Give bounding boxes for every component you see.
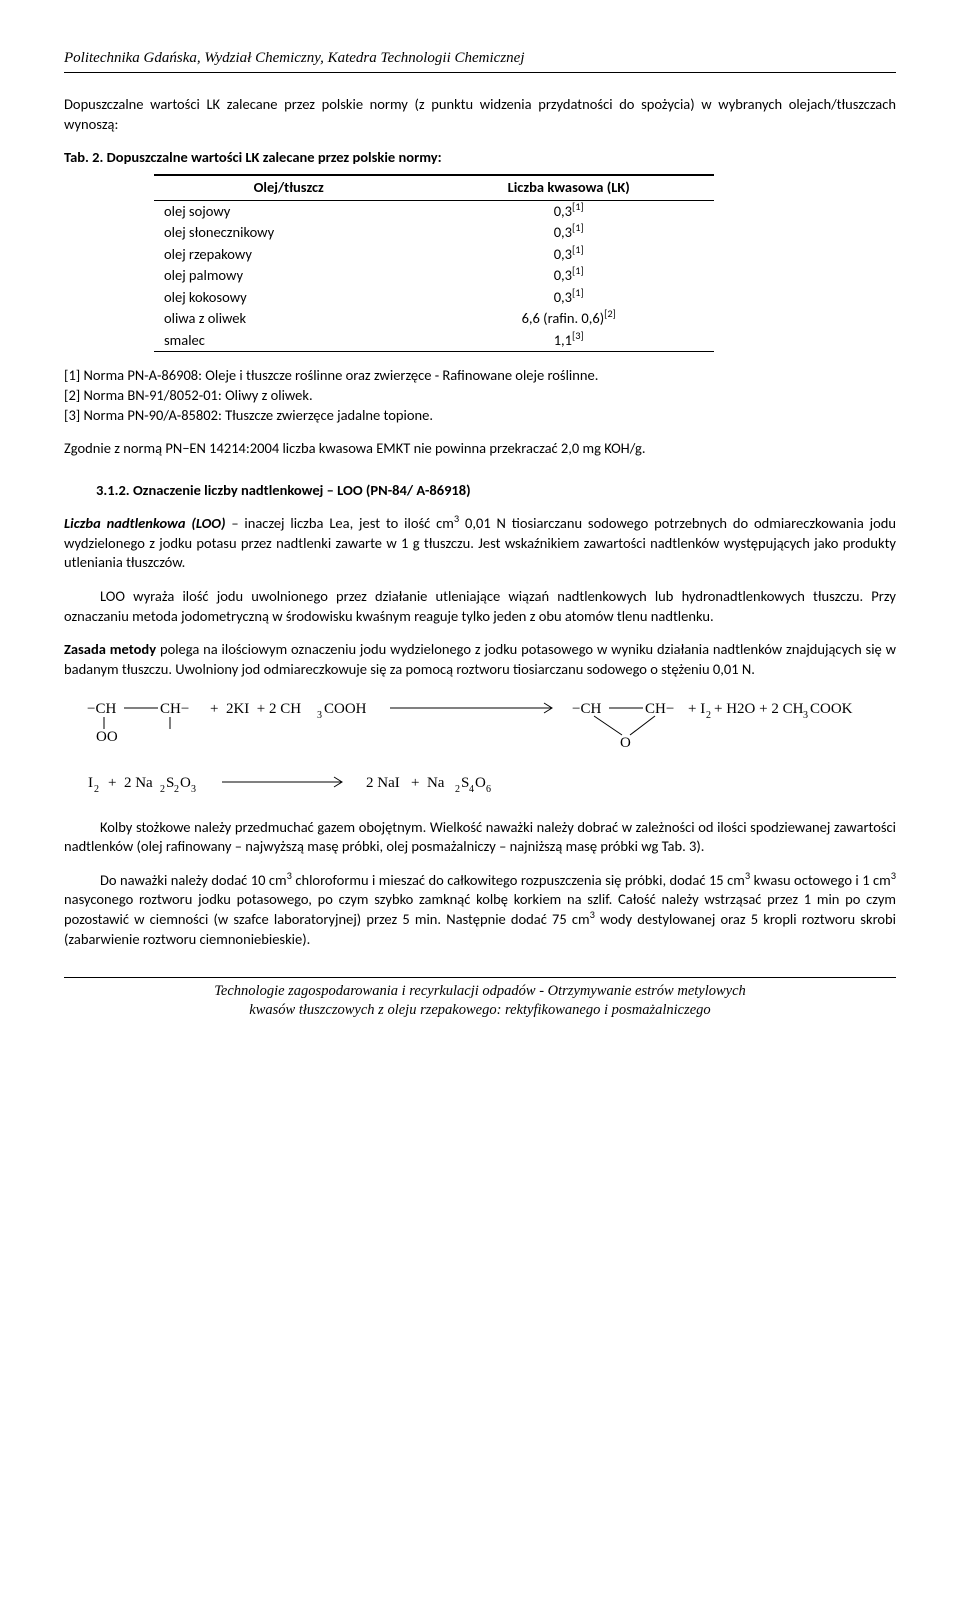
cell-olej: smalec xyxy=(154,330,423,352)
loo-bold: Liczba nadtlenkowa (LOO) xyxy=(64,514,225,532)
svg-text:2: 2 xyxy=(455,784,460,795)
cell-val: 0,3[1] xyxy=(423,265,714,287)
svg-text:2: 2 xyxy=(160,784,165,795)
cell-olej: olej słonecznikowy xyxy=(154,222,423,244)
svg-text:2: 2 xyxy=(174,784,179,795)
table-row: olej palmowy0,3[1] xyxy=(154,265,714,287)
svg-text:O: O xyxy=(180,775,191,791)
zasada-paragraph: Zasada metody polega na ilościowym oznac… xyxy=(64,640,896,679)
reaction-2: I 2 + 2 Na 2 S 2 O 3 2 NaI + Na 2 S 4 O … xyxy=(82,769,896,803)
th-lk: Liczba kwasowa (LK) xyxy=(423,175,714,200)
th-olej: Olej/tłuszcz xyxy=(154,175,423,200)
zasada-bold: Zasada metody xyxy=(64,640,156,658)
ref-1: [1] Norma PN-A-86908: Oleje i tłuszcze r… xyxy=(64,366,896,386)
kolby-p1: Kolby stożkowe należy przedmuchać gazem … xyxy=(64,818,896,857)
svg-text:3: 3 xyxy=(191,784,196,795)
svg-text:COOH: COOH xyxy=(324,701,367,717)
svg-text:−CH: −CH xyxy=(572,701,601,717)
svg-text:2 NaI + Na: 2 NaI + Na xyxy=(366,775,445,791)
cell-val: 0,3[1] xyxy=(423,244,714,266)
table-row: olej kokosowy0,3[1] xyxy=(154,287,714,309)
table-row: smalec1,1[3] xyxy=(154,330,714,352)
footer-line-1: Technologie zagospodarowania i recyrkula… xyxy=(214,983,746,999)
svg-text:CH−: CH− xyxy=(160,701,189,717)
cell-val: 0,3[1] xyxy=(423,200,714,222)
footer-line-2: kwasów tłuszczowych z oleju rzepakowego:… xyxy=(249,1002,710,1018)
svg-text:6: 6 xyxy=(486,784,491,795)
cell-olej: olej sojowy xyxy=(154,200,423,222)
intro-paragraph: Dopuszczalne wartości LK zalecane przez … xyxy=(64,95,896,134)
svg-text:OO: OO xyxy=(96,729,118,745)
cell-val: 6,6 (rafin. 0,6)[2] xyxy=(423,308,714,330)
svg-text:+ I: + I xyxy=(688,701,705,717)
ref-3: [3] Norma PN-90/A-85802: Tłuszcze zwierz… xyxy=(64,406,896,426)
svg-text:2: 2 xyxy=(706,710,711,721)
svg-text:4: 4 xyxy=(469,784,474,795)
svg-text:COOK: COOK xyxy=(810,701,853,717)
svg-text:2: 2 xyxy=(94,784,99,795)
reaction-1: −CH CH− OO + 2KI + 2 CH 3 COOH −CH CH− O… xyxy=(82,693,896,763)
table-row: olej słonecznikowy0,3[1] xyxy=(154,222,714,244)
cell-val: 0,3[1] xyxy=(423,222,714,244)
svg-text:CH−: CH− xyxy=(645,701,674,717)
kolby-p2: Do naważki należy dodać 10 cm3 chlorofor… xyxy=(64,871,896,949)
cell-olej: oliwa z oliwek xyxy=(154,308,423,330)
section-heading: 3.1.2. Oznaczenie liczby nadtlenkowej – … xyxy=(96,481,896,501)
svg-text:O: O xyxy=(475,775,486,791)
cell-olej: olej rzepakowy xyxy=(154,244,423,266)
norm-line: Zgodnie z normą PN−EN 14214:2004 liczba … xyxy=(64,439,896,459)
page-header: Politechnika Gdańska, Wydział Chemiczny,… xyxy=(64,48,896,73)
table-row: olej sojowy0,3[1] xyxy=(154,200,714,222)
ref-2: [2] Norma BN-91/8052-01: Oliwy z oliwek. xyxy=(64,386,896,406)
loo-definition: Liczba nadtlenkowa (LOO) – inaczej liczb… xyxy=(64,514,896,573)
lk-table: Olej/tłuszcz Liczba kwasowa (LK) olej so… xyxy=(154,174,714,353)
svg-text:3: 3 xyxy=(317,710,322,721)
svg-text:+ 2 Na: + 2 Na xyxy=(108,775,153,791)
cell-olej: olej kokosowy xyxy=(154,287,423,309)
svg-text:+ H2O + 2 CH: + H2O + 2 CH xyxy=(714,701,804,717)
svg-text:I: I xyxy=(88,775,93,791)
table-caption: Tab. 2. Dopuszczalne wartości LK zalecan… xyxy=(64,148,896,168)
refs-block: [1] Norma PN-A-86908: Oleje i tłuszcze r… xyxy=(64,366,896,425)
svg-text:O: O xyxy=(620,735,631,751)
loo-p2: LOO wyraża ilość jodu uwolnionego przez … xyxy=(64,587,896,626)
cell-val: 0,3[1] xyxy=(423,287,714,309)
svg-text:−CH: −CH xyxy=(87,701,116,717)
svg-text:+ 2KI + 2 CH: + 2KI + 2 CH xyxy=(210,701,301,717)
cell-olej: olej palmowy xyxy=(154,265,423,287)
page-footer: Technologie zagospodarowania i recyrkula… xyxy=(64,977,896,1020)
svg-text:3: 3 xyxy=(803,710,808,721)
cell-val: 1,1[3] xyxy=(423,330,714,352)
table-row: olej rzepakowy0,3[1] xyxy=(154,244,714,266)
table-row: oliwa z oliwek6,6 (rafin. 0,6)[2] xyxy=(154,308,714,330)
